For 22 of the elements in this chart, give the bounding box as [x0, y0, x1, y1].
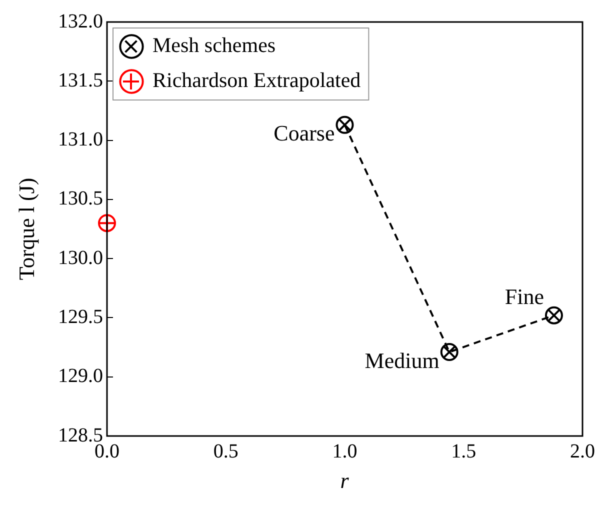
annotation: Coarse — [274, 120, 335, 146]
x-tick-label: 0.5 — [213, 440, 238, 462]
point — [440, 343, 458, 362]
y-tick-label: 131.0 — [58, 128, 103, 151]
x-tick-label: 1.5 — [451, 440, 476, 462]
legend-label: Richardson Extrapolated — [152, 68, 362, 92]
y-tick-label: 131.5 — [58, 69, 103, 92]
x-tick-label: 2.0 — [570, 440, 595, 462]
point — [544, 306, 563, 324]
y-tick-label: 130.5 — [58, 188, 103, 210]
point — [336, 116, 354, 134]
y-tick-label: 132.0 — [58, 10, 103, 32]
x-tick-label: 1.0 — [332, 440, 358, 462]
y-axis-title: Torque l (J) — [14, 178, 40, 280]
annotation: Medium — [364, 348, 440, 373]
point — [98, 214, 116, 232]
y-tick-label: 129.5 — [58, 306, 103, 328]
legend-label: Mesh schemes — [152, 33, 276, 58]
x-axis-title: r — [340, 468, 349, 494]
annotation: Fine — [504, 284, 544, 310]
y-tick-label: 129.0 — [58, 365, 103, 388]
y-tick-label: 130.0 — [58, 246, 103, 269]
